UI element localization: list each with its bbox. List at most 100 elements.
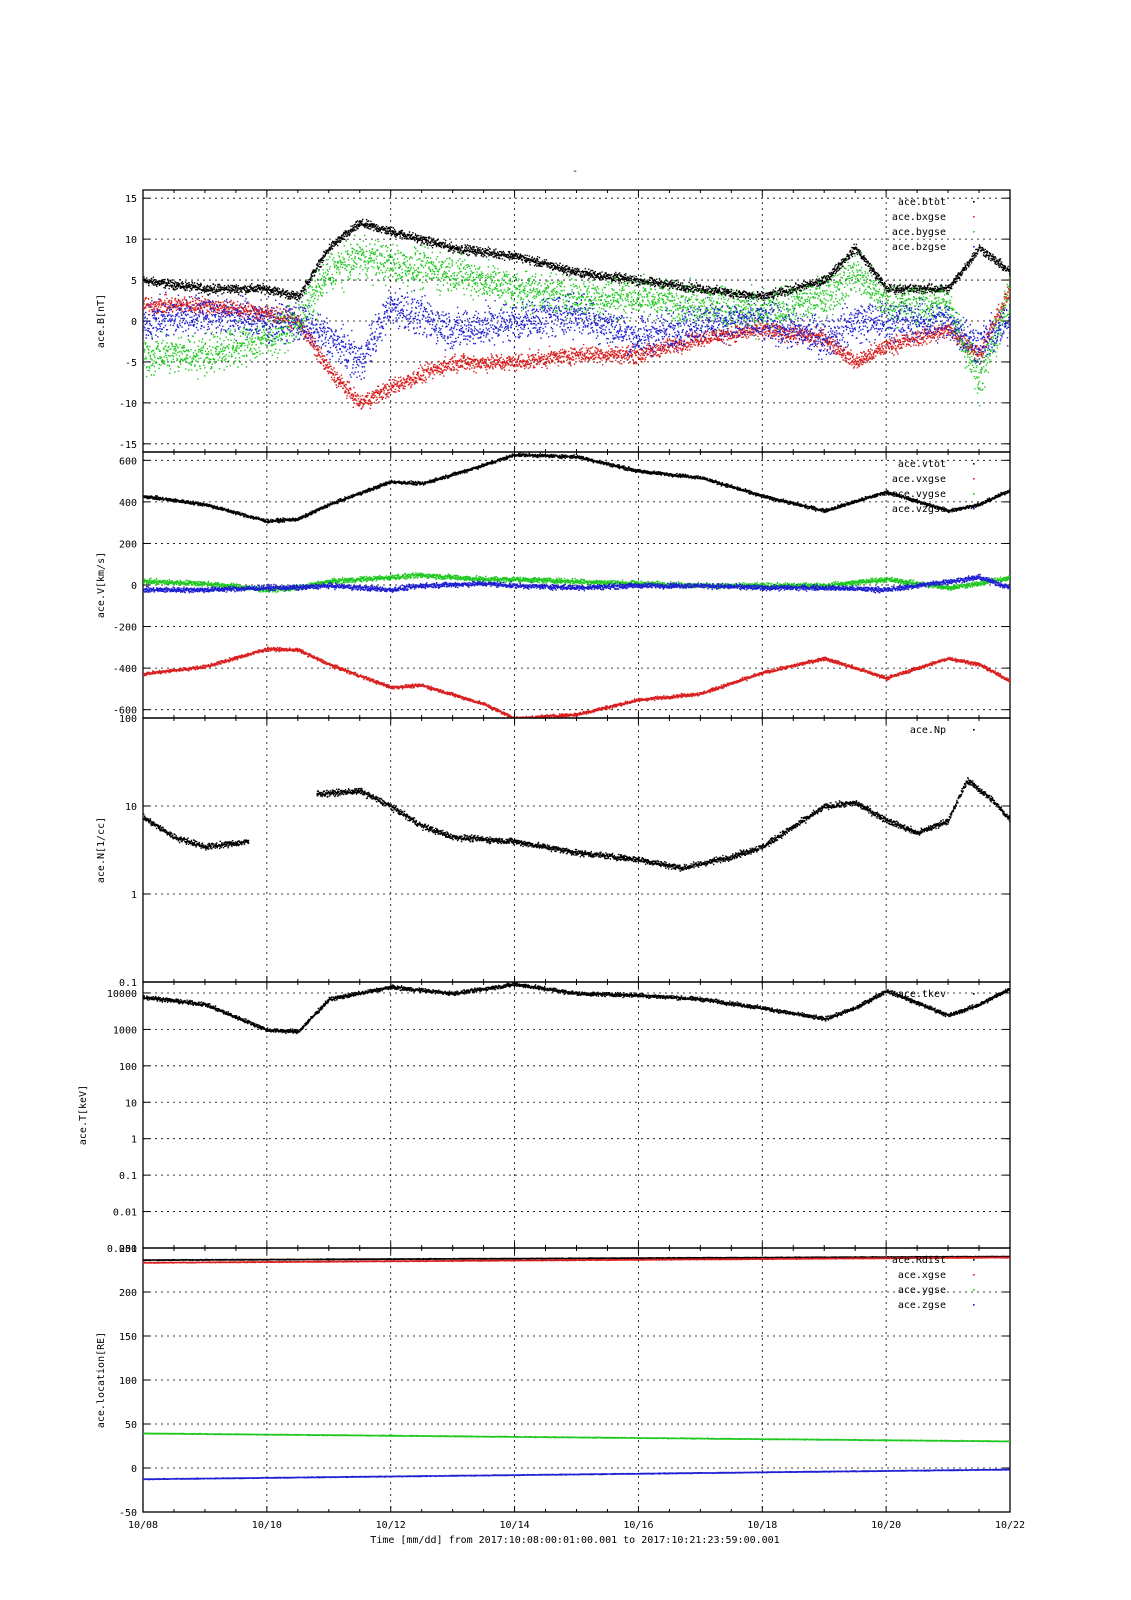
legend-marker	[973, 493, 975, 495]
data-points	[143, 452, 1010, 718]
legend-marker	[973, 201, 975, 203]
legend-entry: ace.bzgse	[892, 242, 946, 253]
y-axis-label: ace.V[km/s]	[96, 552, 107, 618]
legend-entry: ace.zgse	[898, 1300, 946, 1311]
y-tick-label: -15	[119, 440, 137, 451]
y-tick-label: -200	[113, 623, 137, 634]
legend-marker	[973, 478, 975, 480]
panel-1: 15 10 5 0 -5 -10 -15 ace.B[nT] ace.btot ace.bxgse…	[96, 189, 1011, 453]
y-tick-label: 150	[119, 1332, 137, 1343]
legend-entry: ace.ygse	[898, 1285, 946, 1296]
series-ace.ygse	[143, 1432, 1010, 1443]
panel-5: 250 200 150 100 50 0 -50 ace.location[RE] ace.Rd…	[96, 1244, 1011, 1519]
y-tick-label: 15	[125, 194, 137, 205]
x-tick-label: 10/16	[623, 1520, 653, 1531]
y-tick-label: -50	[119, 1508, 137, 1519]
scatter-dots-ace.zgse	[143, 1468, 1010, 1481]
legend-entry: ace.xgse	[898, 1270, 946, 1281]
data-points	[143, 777, 1010, 872]
y-tick-label: -10	[119, 399, 137, 410]
legend-entry: ace.Np	[910, 725, 946, 736]
x-tick-label: 10/14	[500, 1520, 530, 1531]
legend-entry: ace.Rdist	[892, 1255, 946, 1266]
legend-marker	[973, 231, 975, 233]
y-tick-label: 1	[131, 890, 137, 901]
panel-frame	[142, 1247, 1011, 1513]
legend-marker	[973, 1259, 975, 1261]
data-points	[143, 982, 1010, 1035]
panel-frame	[142, 981, 1011, 1249]
legend-marker	[973, 1304, 975, 1306]
x-tick-label: 10/20	[871, 1520, 901, 1531]
x-tick-label: 10/10	[252, 1520, 282, 1531]
y-tick-label: 0.001	[107, 1244, 137, 1255]
legend-entry: ace.bxgse	[892, 212, 946, 223]
y-axis-label: ace.location[RE]	[96, 1332, 107, 1428]
series-ace.Np-seg0	[143, 813, 250, 851]
scatter-dots-ace.vtot	[143, 452, 1010, 524]
y-axis-label: ace.N[1/cc]	[96, 817, 107, 883]
x-tick-label: 10/08	[128, 1520, 158, 1531]
scatter-dots-ace.Np-seg1	[316, 777, 1010, 872]
scatter-dots-ace.Np-seg0	[143, 813, 250, 851]
legend-entry: ace.vtot	[898, 459, 946, 470]
series-ace.xgse	[143, 1256, 1010, 1264]
x-tick-label: 10/12	[376, 1520, 406, 1531]
y-tick-label: 10	[125, 235, 137, 246]
data-points	[143, 1255, 1010, 1481]
series-ace.btot	[143, 218, 1010, 302]
y-tick-label: 0.1	[119, 978, 137, 989]
y-tick-label: 200	[119, 539, 137, 550]
legend-entry: ace.btot	[898, 197, 946, 208]
y-tick-label: 200	[119, 1288, 137, 1299]
y-axis-label: ace.T[keV]	[78, 1085, 89, 1145]
y-tick-label: 100	[119, 1062, 137, 1073]
legend-entry: ace.tkev	[898, 989, 946, 1000]
panel-2: 600 400 200 0 -200 -400 -600 ace.V[km/s] ace.vto…	[96, 451, 1011, 719]
data-points	[143, 218, 1010, 410]
y-axis-label: ace.B[nT]	[96, 294, 107, 348]
scatter-dots-ace.bzgse	[143, 288, 1010, 380]
legend-marker	[973, 216, 975, 218]
series-ace.Np-seg1	[316, 777, 1010, 872]
series-ace.tkev	[143, 982, 1010, 1035]
x-tick-label: 10/22	[995, 1520, 1025, 1531]
scatter-dots-ace.vxgse	[143, 646, 1010, 718]
series-ace.Rdist	[143, 1255, 1010, 1262]
y-tick-label: 10	[125, 1098, 137, 1109]
legend-marker	[973, 508, 975, 510]
legend-marker	[973, 993, 975, 995]
scatter-dots-ace.btot	[143, 218, 1010, 302]
y-tick-label: -5	[125, 358, 137, 369]
scatter-dots-ace.xgse	[143, 1256, 1010, 1264]
legend-marker	[973, 1274, 975, 1276]
legend-entry: ace.bygse	[892, 227, 946, 238]
legend-marker	[973, 1289, 975, 1291]
y-tick-label: -600	[113, 706, 137, 717]
y-tick-label: 250	[119, 1244, 137, 1255]
y-tick-label: 0.1	[119, 1171, 137, 1182]
y-tick-label: 100	[119, 714, 137, 725]
y-tick-label: 5	[131, 276, 137, 287]
y-tick-label: 0	[131, 1464, 137, 1475]
scatter-dots-ace.ygse	[143, 1432, 1010, 1443]
scatter-dots-ace.tkev	[143, 982, 1010, 1035]
series-ace.vxgse	[143, 646, 1010, 718]
legend-marker	[973, 246, 975, 248]
series-ace.bzgse	[143, 288, 1010, 380]
legend-entry: ace.vxgse	[892, 474, 946, 485]
legend-entry: ace.vzgse	[892, 504, 946, 515]
scatter-dots-ace.Rdist	[143, 1255, 1010, 1262]
x-axis-label: Time [mm/dd] from 2017:10:08:00:01:00.00…	[370, 1535, 779, 1546]
y-tick-label: -400	[113, 664, 137, 675]
series-ace.vzgse	[143, 573, 1010, 594]
y-tick-label: 400	[119, 498, 137, 509]
series-ace.zgse	[143, 1468, 1010, 1481]
y-tick-label: 0.01	[113, 1208, 137, 1219]
y-tick-label: 50	[125, 1420, 137, 1431]
y-tick-label: 100	[119, 1376, 137, 1387]
panel-4: 10000 1000 100 10 1 0.1 0.01 0.001 ace.T[keV] ace…	[78, 981, 1011, 1255]
legend-marker	[973, 729, 975, 731]
scatter-dots-ace.vzgse	[143, 573, 1010, 594]
y-tick-label: 0	[131, 317, 137, 328]
